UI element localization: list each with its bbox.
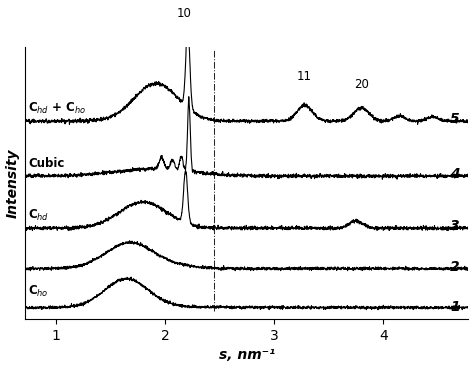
Text: 5: 5 [450,112,460,126]
Text: 20: 20 [354,78,369,91]
X-axis label: s, nm⁻¹: s, nm⁻¹ [219,348,275,362]
Text: C$_{hd}$ + C$_{ho}$: C$_{hd}$ + C$_{ho}$ [28,100,87,116]
Text: C$_{hd}$: C$_{hd}$ [28,208,50,223]
Y-axis label: Intensity: Intensity [6,149,19,218]
Text: 2: 2 [450,259,460,273]
Text: C$_{ho}$: C$_{ho}$ [28,284,49,299]
Text: Cubic: Cubic [28,156,65,170]
Text: 4: 4 [450,167,460,181]
Text: 1: 1 [450,300,460,314]
Text: 11: 11 [297,71,312,84]
Text: 3: 3 [450,219,460,233]
Text: 10: 10 [177,7,192,20]
